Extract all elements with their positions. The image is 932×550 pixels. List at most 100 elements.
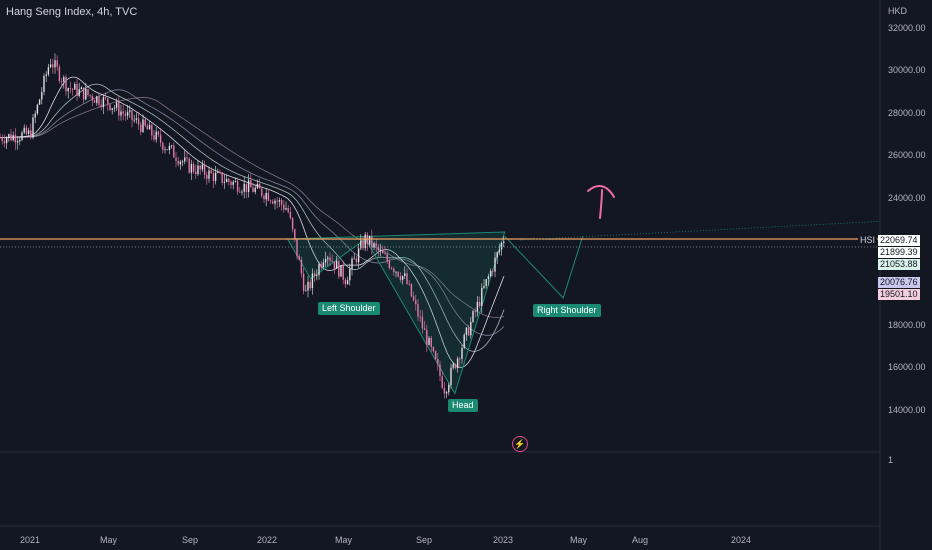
candle-body [443, 387, 446, 394]
candle-body [195, 171, 197, 175]
candle-body [93, 100, 96, 103]
candle-body [96, 96, 98, 103]
candle-body [159, 134, 162, 143]
candle-body [78, 89, 80, 96]
candle-body [362, 240, 364, 249]
candle-body [329, 257, 331, 261]
flash-icon[interactable]: ⚡ [512, 436, 528, 452]
head-and-shoulders-pattern[interactable] [286, 231, 584, 395]
candle-body [212, 173, 215, 181]
candle-body [428, 337, 430, 345]
ma-value-tag: 21899.39 [878, 247, 920, 258]
candle-body [87, 89, 89, 95]
candle-body [89, 94, 91, 96]
left-shoulder-label[interactable]: Left Shoulder [318, 302, 380, 315]
candle-body [291, 218, 294, 230]
candle-body [133, 119, 135, 121]
candle-body [439, 364, 441, 377]
candle-body [23, 127, 25, 133]
candle-body [91, 95, 94, 101]
candle-body [503, 241, 505, 244]
candle-body [208, 170, 210, 179]
candle-body [399, 276, 402, 280]
candle-body [190, 164, 193, 173]
time-tick: 2023 [493, 535, 514, 545]
candle-body [307, 281, 309, 291]
candle-body [393, 268, 395, 273]
candle-body [199, 165, 201, 170]
time-tick: 2024 [731, 535, 752, 545]
candle-body [280, 200, 283, 205]
candle-body [470, 321, 472, 336]
candle-body [1, 137, 3, 142]
candle-body [170, 145, 173, 147]
right-shoulder-label[interactable]: Right Shoulder [533, 304, 601, 317]
candle-body [272, 201, 274, 204]
candle-body [371, 235, 373, 248]
candle-body [153, 135, 155, 140]
candle-body [120, 111, 122, 116]
candle-body [421, 316, 424, 329]
candle-body [104, 97, 107, 99]
candle-body [355, 258, 358, 263]
candle-body [85, 89, 87, 100]
ma-value-tag: 20076.76 [878, 277, 920, 288]
candle-body [67, 88, 69, 92]
candle-body [377, 246, 380, 251]
candle-body [498, 249, 501, 253]
ma-value-tag: 21053.88 [878, 259, 920, 270]
candle-body [177, 160, 179, 165]
candle-body [412, 296, 415, 301]
trend-dotted-line [519, 220, 881, 241]
symbol-title[interactable]: Hang Seng Index, 4h, TVC [6, 6, 138, 18]
candle-body [214, 172, 217, 181]
candle-body [494, 257, 496, 272]
price-tick: 28000.00 [888, 108, 926, 118]
ma-value-tag: 19501.10 [878, 289, 920, 300]
candle-body [45, 74, 47, 76]
time-tick: Aug [632, 535, 649, 545]
candle-body [230, 181, 232, 185]
price-tick: 18000.00 [888, 320, 926, 330]
candle-body [404, 273, 406, 276]
head-label[interactable]: Head [448, 399, 478, 412]
candle-body [467, 327, 470, 336]
candle-body [463, 334, 465, 348]
candle-body [252, 187, 254, 192]
candle-body [113, 107, 116, 109]
candle-body [254, 187, 256, 192]
candle-body [12, 135, 14, 141]
candle-body [71, 88, 74, 90]
candle-body [25, 127, 28, 134]
candle-body [415, 300, 417, 305]
candle-body [8, 134, 10, 139]
candle-body [236, 181, 239, 192]
candle-body [60, 80, 63, 82]
candle-body [100, 104, 102, 108]
candle-body [417, 304, 419, 317]
time-tick: Sep [416, 535, 433, 545]
price-tick: 30000.00 [888, 65, 926, 75]
candle-body [221, 172, 223, 183]
candle-body [445, 392, 448, 394]
candle-body [239, 191, 241, 193]
target-arrow[interactable] [587, 185, 615, 219]
candle-body [69, 88, 72, 89]
candle-body [164, 149, 166, 151]
candle-body [375, 243, 377, 247]
candle-body [63, 77, 65, 82]
candle-body [27, 130, 30, 134]
candle-body [115, 102, 118, 108]
candle-body [265, 192, 267, 200]
candle-body [478, 301, 481, 307]
candle-body [58, 66, 61, 81]
candle-body [320, 264, 322, 268]
candle-body [410, 283, 413, 297]
candle-body [247, 180, 250, 192]
symbol-tag[interactable]: HSI [858, 235, 878, 246]
candle-body [395, 271, 397, 273]
candle-body [217, 171, 219, 173]
price-tick: 16000.00 [888, 362, 926, 372]
